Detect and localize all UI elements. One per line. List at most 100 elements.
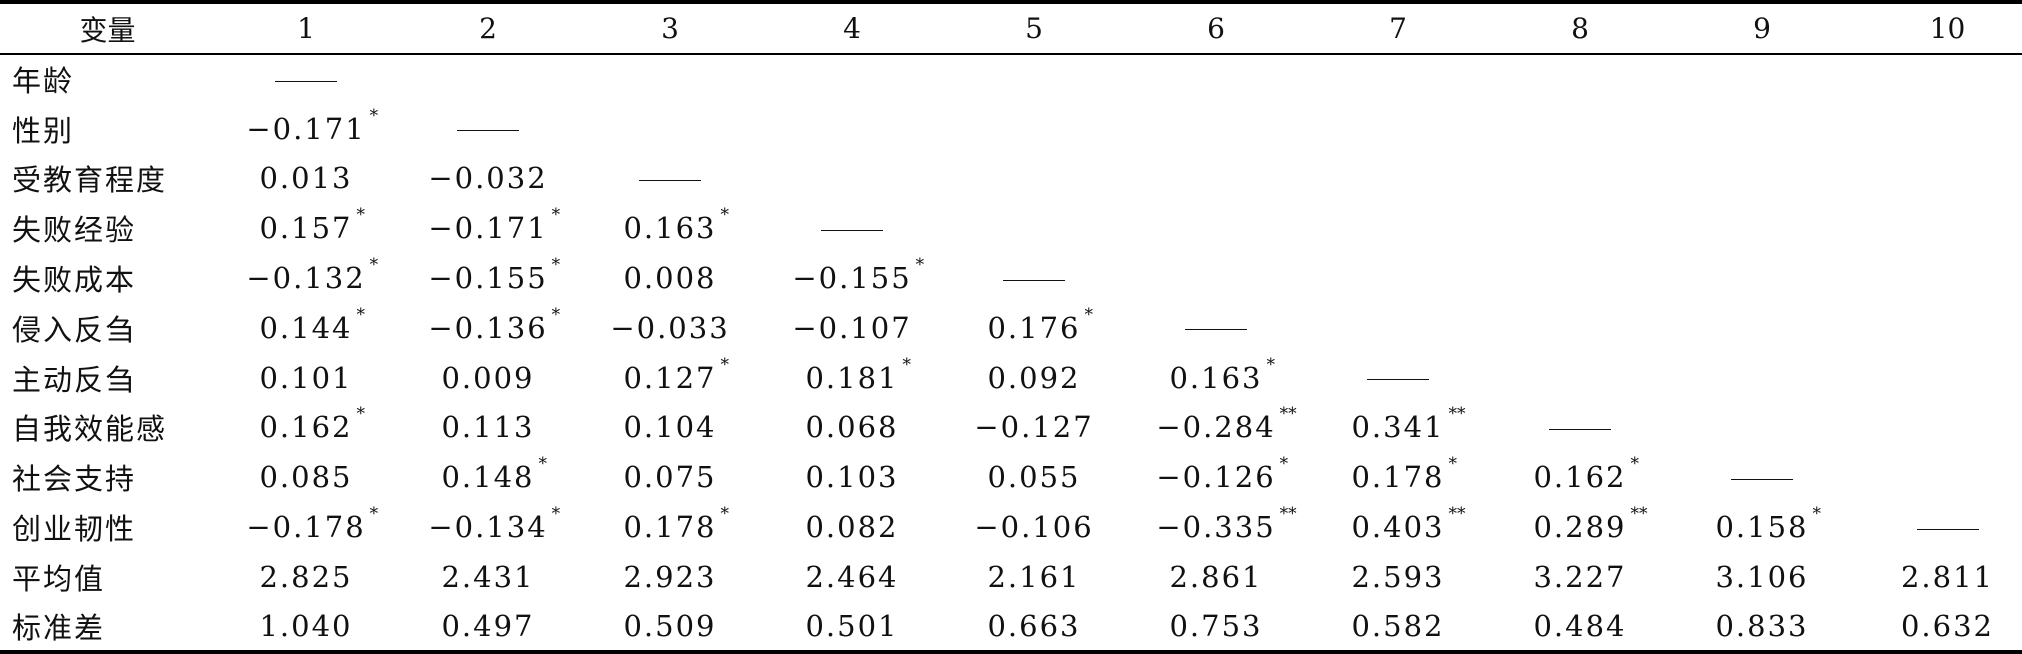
row-label: 自我效能感 <box>12 412 168 447</box>
empty-cell <box>1671 203 1853 253</box>
diagonal-cell <box>943 253 1125 303</box>
table-cell: 0.092 <box>943 353 1125 403</box>
cell-value-wrap: 0.092 <box>987 361 1080 395</box>
cell-value-wrap: 0.162 * <box>259 404 365 444</box>
table-cell: 0.163 * <box>1125 353 1307 403</box>
empty-cell <box>1489 104 1671 154</box>
cell-value: 0.403 <box>1351 510 1445 545</box>
cell-value-wrap: −0.284 ** <box>1156 404 1296 445</box>
table-cell: −0.171 * <box>397 203 579 253</box>
empty-cell <box>1853 452 2022 502</box>
cell-value: −0.033 <box>610 310 730 345</box>
table-cell: 0.178 * <box>1307 452 1489 502</box>
header-col-3: 3 <box>579 0 761 55</box>
cell-value: 0.341 <box>1351 410 1445 445</box>
empty-cell <box>1853 353 2022 403</box>
empty-cell <box>1489 353 1671 403</box>
cell-value: 0.068 <box>805 410 899 445</box>
cell-value: −0.132 <box>246 261 366 296</box>
table-cell: 2.923 <box>579 552 761 602</box>
significance-mark: * <box>720 205 730 226</box>
table-cell: 0.163 * <box>579 203 761 253</box>
table-cell: −0.335 ** <box>1125 502 1307 552</box>
cell-value: 0.085 <box>259 460 353 495</box>
cell-value: −0.171 <box>246 111 366 146</box>
significance-mark: * <box>1084 304 1094 325</box>
cell-value-wrap: 0.632 <box>1901 609 1994 643</box>
empty-cell <box>1853 203 2022 253</box>
significance-mark: * <box>551 255 561 276</box>
empty-cell <box>1671 54 1853 104</box>
cell-value-wrap: 0.163 * <box>1169 355 1275 395</box>
table-row: 创业韧性 −0.178 * −0.134 * 0.178 * 0.082 −0.106 −0.33… <box>0 502 2022 552</box>
table-cell: 2.861 <box>1125 552 1307 602</box>
significance-mark: * <box>369 255 379 276</box>
table-cell: 0.289 ** <box>1489 502 1671 552</box>
table-cell: 0.162 * <box>1489 452 1671 502</box>
cell-value: 0.163 <box>623 211 717 246</box>
diagonal-dash <box>457 130 519 132</box>
cell-value-wrap: −0.127 <box>974 410 1093 444</box>
table-cell: 0.055 <box>943 452 1125 502</box>
cell-value-wrap: −0.106 <box>974 510 1093 544</box>
cell-value: 2.825 <box>259 559 353 594</box>
cell-value: −0.284 <box>1156 410 1276 445</box>
cell-value-wrap: 0.113 <box>441 410 534 444</box>
cell-value: −0.155 <box>792 261 912 296</box>
significance-mark: * <box>551 304 561 325</box>
table-cell: −0.032 <box>397 154 579 204</box>
table-cell: 0.181 * <box>761 353 943 403</box>
diagonal-cell <box>1489 403 1671 453</box>
empty-cell <box>1489 253 1671 303</box>
header-col-4: 4 <box>761 0 943 55</box>
cell-value: 0.163 <box>1169 360 1263 395</box>
empty-cell <box>579 104 761 154</box>
empty-cell <box>1853 54 2022 104</box>
table-header: 变量 1 2 3 4 5 6 7 8 9 10 <box>0 0 2022 55</box>
cell-value-wrap: −0.178 * <box>246 504 378 545</box>
significance-mark: * <box>1812 504 1822 525</box>
table-cell: −0.126 * <box>1125 452 1307 502</box>
cell-value: −0.178 <box>246 510 366 545</box>
cell-value: 0.497 <box>441 608 535 643</box>
empty-cell <box>1671 353 1853 403</box>
table-cell: 0.632 <box>1853 601 2022 654</box>
table-cell: −0.178 * <box>215 502 397 552</box>
cell-value: 0.144 <box>259 310 353 345</box>
cell-value: 1.040 <box>259 608 353 643</box>
diagonal-dash <box>275 80 337 82</box>
row-label: 失败成本 <box>12 263 137 298</box>
table-cell: 0.753 <box>1125 601 1307 654</box>
cell-value-wrap: −0.134 * <box>428 504 560 544</box>
diagonal-dash <box>1731 478 1793 480</box>
cell-value: 0.176 <box>987 310 1081 345</box>
table-row: 侵入反刍 0.144 * −0.136 * −0.033 −0.107 0.176 * <box>0 303 2022 353</box>
table-cell: 0.144 * <box>215 303 397 353</box>
cell-value-wrap: 0.082 <box>805 510 898 544</box>
cell-value: −0.126 <box>1156 460 1276 495</box>
cell-value: 0.092 <box>987 360 1081 395</box>
empty-cell <box>943 203 1125 253</box>
empty-cell <box>1489 154 1671 204</box>
table-cell: 2.161 <box>943 552 1125 602</box>
table-cell: 0.403 ** <box>1307 502 1489 552</box>
cell-value-wrap: 0.075 <box>623 460 716 494</box>
header-col-8: 8 <box>1489 0 1671 55</box>
cell-value: −0.136 <box>428 310 548 345</box>
empty-cell <box>397 54 579 104</box>
cell-value-wrap: 3.106 <box>1715 560 1808 594</box>
empty-cell <box>1853 104 2022 154</box>
cell-value-wrap: 2.464 <box>805 560 898 594</box>
cell-value: 0.101 <box>259 360 353 395</box>
significance-mark: * <box>369 504 379 525</box>
table-cell: 0.113 <box>397 403 579 453</box>
diagonal-dash <box>1185 329 1247 331</box>
diagonal-cell <box>1125 303 1307 353</box>
cell-value: 0.753 <box>1169 608 1263 643</box>
significance-mark: * <box>538 454 548 475</box>
row-label: 创业韧性 <box>12 512 137 547</box>
empty-cell <box>1853 403 2022 453</box>
table-cell: 0.497 <box>397 601 579 654</box>
cell-value-wrap: 0.103 <box>805 460 898 494</box>
table-cell: −0.171 * <box>215 104 397 154</box>
